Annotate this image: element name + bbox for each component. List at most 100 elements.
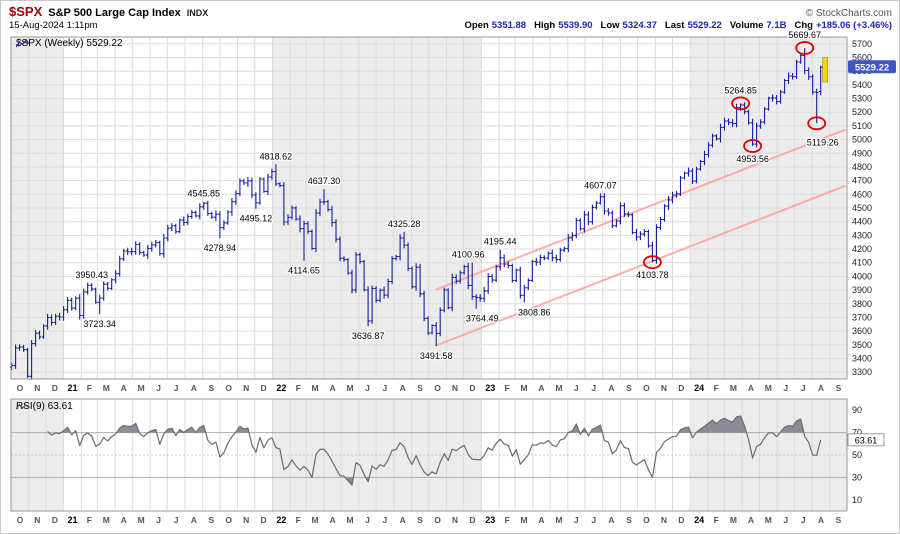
month-axis-label: 24: [694, 383, 704, 393]
month-axis-label: O: [225, 515, 232, 525]
month-axis-label: O: [434, 383, 441, 393]
annotation-label: 5669.67: [788, 31, 821, 40]
month-axis-label: J: [174, 383, 179, 393]
month-axis-label: D: [52, 515, 58, 525]
quote-chg-label: Chg: [794, 20, 813, 31]
month-axis-label: D: [469, 383, 475, 393]
price-axis-label: 5200: [852, 107, 872, 117]
month-axis-label: D: [52, 383, 58, 393]
rsi-overbought-fill: [177, 425, 206, 433]
month-axis-label: A: [121, 383, 127, 393]
annotation-label: 4325.28: [388, 219, 421, 229]
month-axis-label: N: [34, 383, 40, 393]
exchange-tag: INDX: [186, 8, 209, 18]
rsi-overbought-fill: [590, 425, 603, 433]
month-axis-label: O: [643, 515, 650, 525]
last-price-box: [848, 60, 896, 74]
price-axis-label: 3700: [852, 312, 872, 322]
annotation-label: 4818.62: [260, 151, 293, 161]
month-axis-label: M: [103, 383, 110, 393]
month-axis-label: 21: [67, 383, 77, 393]
month-axis-label: F: [296, 383, 301, 393]
month-axis-label: S: [836, 383, 842, 393]
month-axis-label: J: [574, 383, 579, 393]
month-axis-label: A: [608, 383, 614, 393]
price-axis-label: 3600: [852, 326, 872, 336]
month-axis-label: M: [555, 515, 562, 525]
month-axis-label: 21: [67, 515, 77, 525]
chart-frame: [10, 36, 848, 380]
month-axis-label: J: [365, 515, 370, 525]
annotation-label: 3636.87: [352, 331, 385, 341]
month-axis-label: J: [156, 515, 161, 525]
month-axis-label: S: [417, 383, 423, 393]
price-axis-label: 4100: [852, 258, 872, 268]
month-axis-label: F: [296, 515, 301, 525]
rsi-line: [47, 415, 822, 486]
month-axis-label: J: [156, 383, 161, 393]
stockcharts-copyright-link[interactable]: © StockCharts.com: [805, 8, 892, 19]
month-axis-label: A: [748, 383, 754, 393]
month-axis-label: J: [383, 383, 388, 393]
month-axis-label: M: [730, 515, 737, 525]
month-axis-label: S: [836, 515, 842, 525]
month-axis-label: S: [626, 383, 632, 393]
quote-last-label: Last: [664, 20, 685, 31]
month-axis-label: D: [469, 515, 475, 525]
annotation-label: 3491.58: [420, 351, 453, 361]
rsi-value-label: 63.61: [855, 435, 878, 445]
month-axis-label: A: [121, 515, 127, 525]
month-axis-label: J: [801, 515, 806, 525]
month-axis-label: M: [555, 383, 562, 393]
annotation-label: 3764.49: [466, 314, 499, 324]
month-axis-label: F: [87, 383, 92, 393]
annotation-label: 4545.85: [188, 189, 221, 199]
annotation-circle: [795, 41, 815, 55]
quote-open-label: Open: [464, 20, 489, 31]
price-axis-label: 4300: [852, 230, 872, 240]
month-axis-label: J: [591, 383, 596, 393]
rsi-axis-label: 30: [852, 472, 862, 482]
price-axis-label: 4700: [852, 176, 872, 186]
month-axis-label: M: [103, 515, 110, 525]
month-axis-label: D: [261, 383, 267, 393]
chart-header: $SPX S&P 500 Large Cap Index INDX © Stoc…: [9, 4, 892, 31]
annotation-label: 4495.12: [240, 214, 273, 224]
price-axis-label: 5700: [852, 39, 872, 49]
annotation-label: 4114.65: [288, 266, 320, 276]
annotation-label: 3950.43: [75, 270, 108, 280]
month-axis-label: N: [452, 515, 458, 525]
month-axis-label: D: [678, 515, 684, 525]
price-axis-label: 4200: [852, 244, 872, 254]
month-axis-label: M: [346, 383, 353, 393]
month-axis-label: A: [330, 515, 336, 525]
month-axis-label: O: [17, 383, 24, 393]
month-axis-label: M: [346, 515, 353, 525]
annotation-label: 4195.44: [484, 237, 517, 247]
month-axis-label: J: [365, 383, 370, 393]
highlight-marker: [822, 57, 828, 83]
price-axis-label: 5000: [852, 135, 872, 145]
month-axis-label: O: [643, 383, 650, 393]
month-axis-label: 24: [694, 515, 704, 525]
quote-high-value: 5539.90: [558, 20, 593, 31]
rsi-axis-label: 50: [852, 450, 862, 460]
month-axis-label: D: [261, 515, 267, 525]
month-axis-label: N: [661, 515, 667, 525]
price-axis-label: 4600: [852, 189, 872, 199]
month-axis-label: S: [417, 515, 423, 525]
index-name: S&P 500 Large Cap Index: [48, 7, 181, 19]
quote-chg-value: +185.06 (+3.46%): [815, 20, 892, 31]
month-axis-label: M: [765, 515, 772, 525]
month-axis-label: A: [818, 383, 824, 393]
rsi-frame: [10, 398, 848, 512]
price-axis-label: 4000: [852, 271, 872, 281]
quote-low-value: 5324.37: [622, 20, 657, 31]
annotation-label: 4637.30: [308, 176, 341, 186]
price-axis-label: 3800: [852, 299, 872, 309]
month-axis-label: F: [504, 515, 509, 525]
annotation-label: 5119.26: [807, 137, 839, 147]
month-axis-label: N: [661, 383, 667, 393]
month-axis-label: S: [626, 515, 632, 525]
